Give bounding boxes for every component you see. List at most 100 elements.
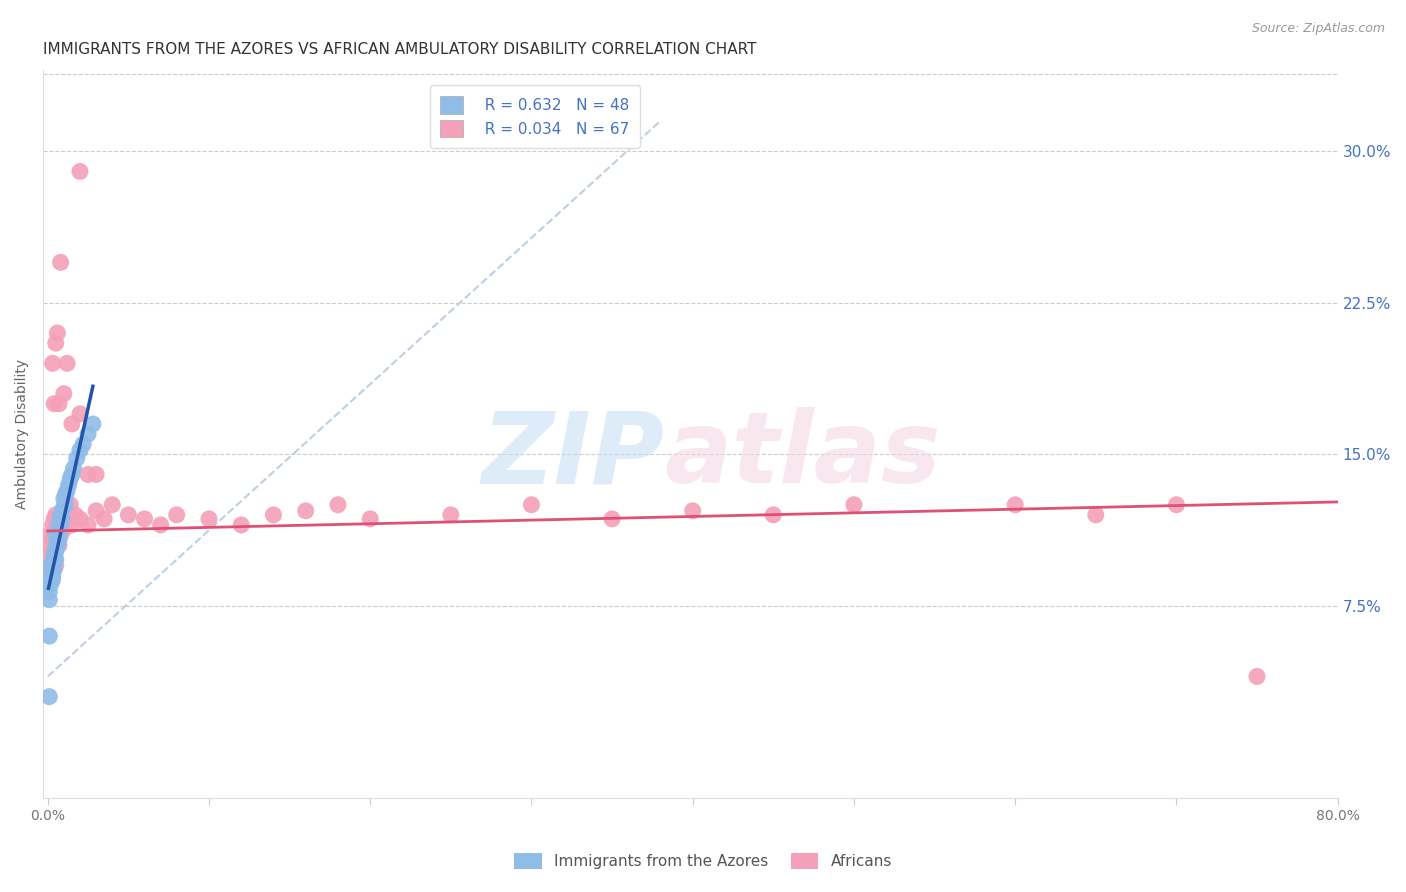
Point — [46, 524, 69, 538]
Point — [39, 558, 62, 573]
Legend: Immigrants from the Azores, Africans: Immigrants from the Azores, Africans — [508, 847, 898, 875]
Point — [294, 504, 316, 518]
Point — [39, 573, 62, 587]
Point — [84, 467, 107, 482]
Point — [41, 568, 63, 582]
Point — [38, 592, 60, 607]
Point — [45, 528, 67, 542]
Point — [600, 512, 623, 526]
Point — [66, 451, 89, 466]
Point — [82, 417, 104, 431]
Point — [44, 552, 66, 566]
Point — [1004, 498, 1026, 512]
Point — [69, 443, 91, 458]
Point — [69, 164, 91, 178]
Legend:   R = 0.632   N = 48,   R = 0.034   N = 67: R = 0.632 N = 48, R = 0.034 N = 67 — [429, 86, 640, 148]
Point — [38, 548, 60, 562]
Point — [52, 504, 75, 518]
Point — [52, 386, 75, 401]
Point — [59, 471, 82, 485]
Point — [842, 498, 865, 512]
Point — [69, 407, 91, 421]
Point — [49, 518, 72, 533]
Point — [45, 544, 67, 558]
Point — [149, 518, 172, 533]
Point — [60, 467, 83, 482]
Point — [38, 568, 60, 582]
Point — [44, 524, 66, 538]
Point — [93, 512, 115, 526]
Point — [49, 518, 72, 533]
Point — [134, 512, 156, 526]
Text: atlas: atlas — [665, 408, 941, 504]
Y-axis label: Ambulatory Disability: Ambulatory Disability — [15, 359, 30, 509]
Point — [60, 518, 83, 533]
Point — [51, 512, 73, 526]
Point — [44, 512, 66, 526]
Point — [51, 504, 73, 518]
Point — [39, 538, 62, 552]
Point — [60, 417, 83, 431]
Point — [55, 518, 77, 533]
Point — [38, 528, 60, 542]
Point — [44, 397, 66, 411]
Point — [49, 508, 72, 522]
Point — [198, 512, 221, 526]
Point — [38, 578, 60, 592]
Point — [41, 356, 63, 370]
Text: ZIP: ZIP — [481, 408, 665, 504]
Point — [44, 562, 66, 576]
Point — [58, 508, 80, 522]
Point — [38, 690, 60, 704]
Point — [49, 255, 72, 269]
Point — [56, 483, 79, 498]
Point — [69, 512, 91, 526]
Point — [41, 573, 63, 587]
Point — [38, 584, 60, 599]
Point — [48, 518, 70, 533]
Point — [45, 508, 67, 522]
Point — [77, 427, 100, 442]
Point — [48, 538, 70, 552]
Point — [166, 508, 188, 522]
Point — [262, 508, 284, 522]
Point — [55, 488, 77, 502]
Point — [48, 528, 70, 542]
Point — [48, 532, 70, 546]
Point — [326, 498, 349, 512]
Point — [44, 548, 66, 562]
Point — [48, 524, 70, 538]
Point — [63, 508, 86, 522]
Point — [62, 461, 84, 475]
Point — [51, 512, 73, 526]
Point — [520, 498, 543, 512]
Point — [101, 498, 124, 512]
Point — [77, 467, 100, 482]
Text: IMMIGRANTS FROM THE AZORES VS AFRICAN AMBULATORY DISABILITY CORRELATION CHART: IMMIGRANTS FROM THE AZORES VS AFRICAN AM… — [44, 42, 756, 57]
Point — [682, 504, 704, 518]
Point — [39, 576, 62, 591]
Point — [1166, 498, 1188, 512]
Point — [41, 518, 63, 533]
Point — [45, 558, 67, 573]
Point — [1084, 508, 1107, 522]
Point — [46, 326, 69, 340]
Point — [762, 508, 785, 522]
Point — [48, 397, 70, 411]
Point — [55, 498, 77, 512]
Point — [52, 491, 75, 506]
Point — [39, 565, 62, 579]
Point — [44, 544, 66, 558]
Point — [56, 512, 79, 526]
Point — [41, 558, 63, 573]
Point — [46, 538, 69, 552]
Point — [38, 629, 60, 643]
Point — [41, 562, 63, 576]
Point — [59, 498, 82, 512]
Point — [56, 356, 79, 370]
Point — [46, 532, 69, 546]
Point — [84, 504, 107, 518]
Point — [44, 557, 66, 571]
Point — [49, 528, 72, 542]
Point — [52, 522, 75, 536]
